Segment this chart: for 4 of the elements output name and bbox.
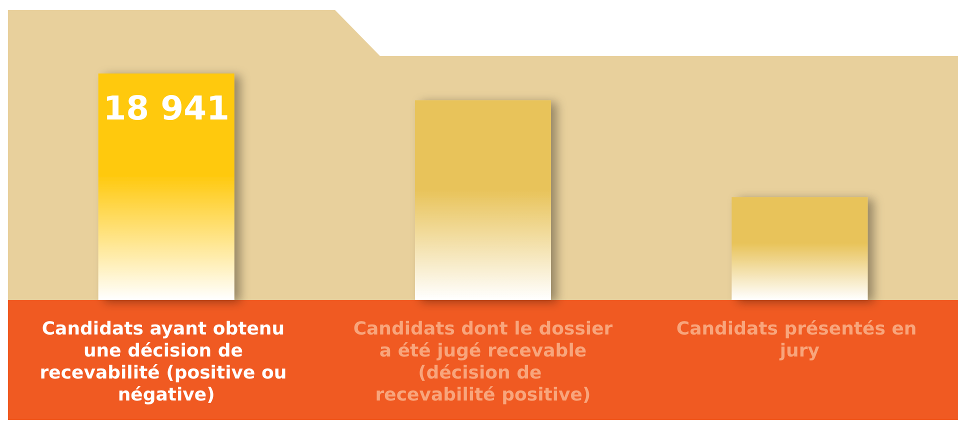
x-tick-label: Candidats dont le dossier a été jugé recevable (décision de recevabilité positive) — [353, 318, 613, 406]
data-label: 18 941 — [103, 88, 230, 128]
x-tick-label: Candidats présentés en jury — [676, 318, 923, 362]
x-tick-label: Candidats ayant obtenu une décision de recevabilité (positive ou négative) — [40, 318, 293, 406]
